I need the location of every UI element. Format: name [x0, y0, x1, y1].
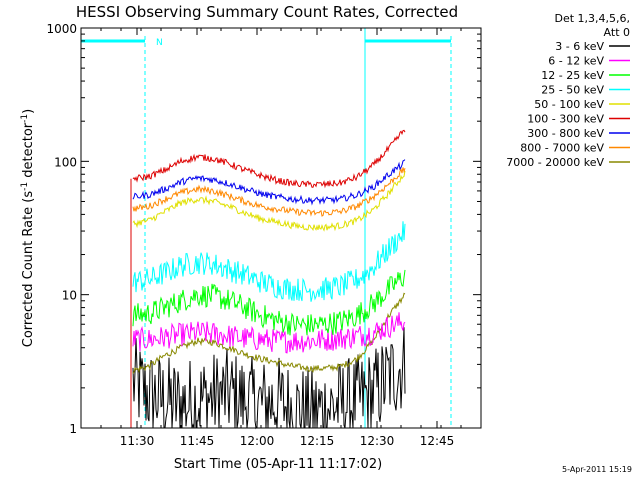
- series-line: [132, 159, 406, 206]
- x-tick-label: 11:45: [180, 434, 215, 448]
- legend-label: 6 - 12 keV: [548, 55, 604, 68]
- series-line: [132, 269, 406, 336]
- legend-label: 800 - 7000 keV: [520, 142, 604, 155]
- flag-label: N: [156, 38, 163, 48]
- x-tick-label: 11:30: [120, 434, 155, 448]
- legend-header-2: Att 0: [604, 26, 630, 39]
- x-tick-label: 12:15: [300, 434, 335, 448]
- y-tick-label: 100: [54, 155, 77, 169]
- series-line: [132, 327, 406, 430]
- y-axis-label-mid: detector: [21, 122, 36, 182]
- series-line: [132, 221, 406, 302]
- y-axis-label-main: Corrected Count Rate (s: [21, 191, 36, 348]
- series-line: [132, 129, 406, 189]
- x-axis-label: Start Time (05-Apr-11 11:17:02): [174, 457, 382, 472]
- series-line: [132, 312, 406, 354]
- legend-label: 50 - 100 keV: [534, 98, 604, 111]
- x-tick-label: 12:00: [240, 434, 275, 448]
- timestamp: 5-Apr-2011 15:19: [562, 465, 632, 474]
- legend-label: 300 - 800 keV: [527, 127, 604, 140]
- legend-label: 100 - 300 keV: [527, 113, 604, 126]
- series-line: [132, 170, 406, 232]
- x-tick-label: 12:45: [420, 434, 455, 448]
- legend-label: 12 - 25 keV: [541, 69, 604, 82]
- legend-label: 3 - 6 keV: [555, 40, 604, 53]
- axes: 11:30 11:45 12:00 12:15 12:30 12:45 1 10 100 1000: [46, 22, 482, 448]
- chart-title: HESSI Observing Summary Count Rates, Cor…: [76, 3, 458, 21]
- x-tick-label: 12:30: [360, 434, 395, 448]
- y-axis-label-sup1: -1: [20, 182, 30, 191]
- y-tick-label: 1000: [46, 22, 77, 36]
- flag-bars: [81, 28, 452, 428]
- y-axis-label: Corrected Count Rate (s-1 detector-1): [20, 109, 36, 347]
- legend-label: 25 - 50 keV: [541, 84, 604, 97]
- y-tick-label: 10: [62, 289, 77, 303]
- y-axis-label-end: ): [21, 109, 36, 114]
- y-tick-label: 1: [69, 422, 77, 436]
- y-axis-label-sup2: -1: [20, 114, 30, 123]
- legend-header-1: Det 1,3,4,5,6,: [554, 12, 630, 25]
- legend-label: 7000 - 20000 keV: [506, 156, 604, 169]
- series-line: [132, 167, 406, 217]
- series-layer: [132, 129, 406, 430]
- series-line: [132, 292, 406, 374]
